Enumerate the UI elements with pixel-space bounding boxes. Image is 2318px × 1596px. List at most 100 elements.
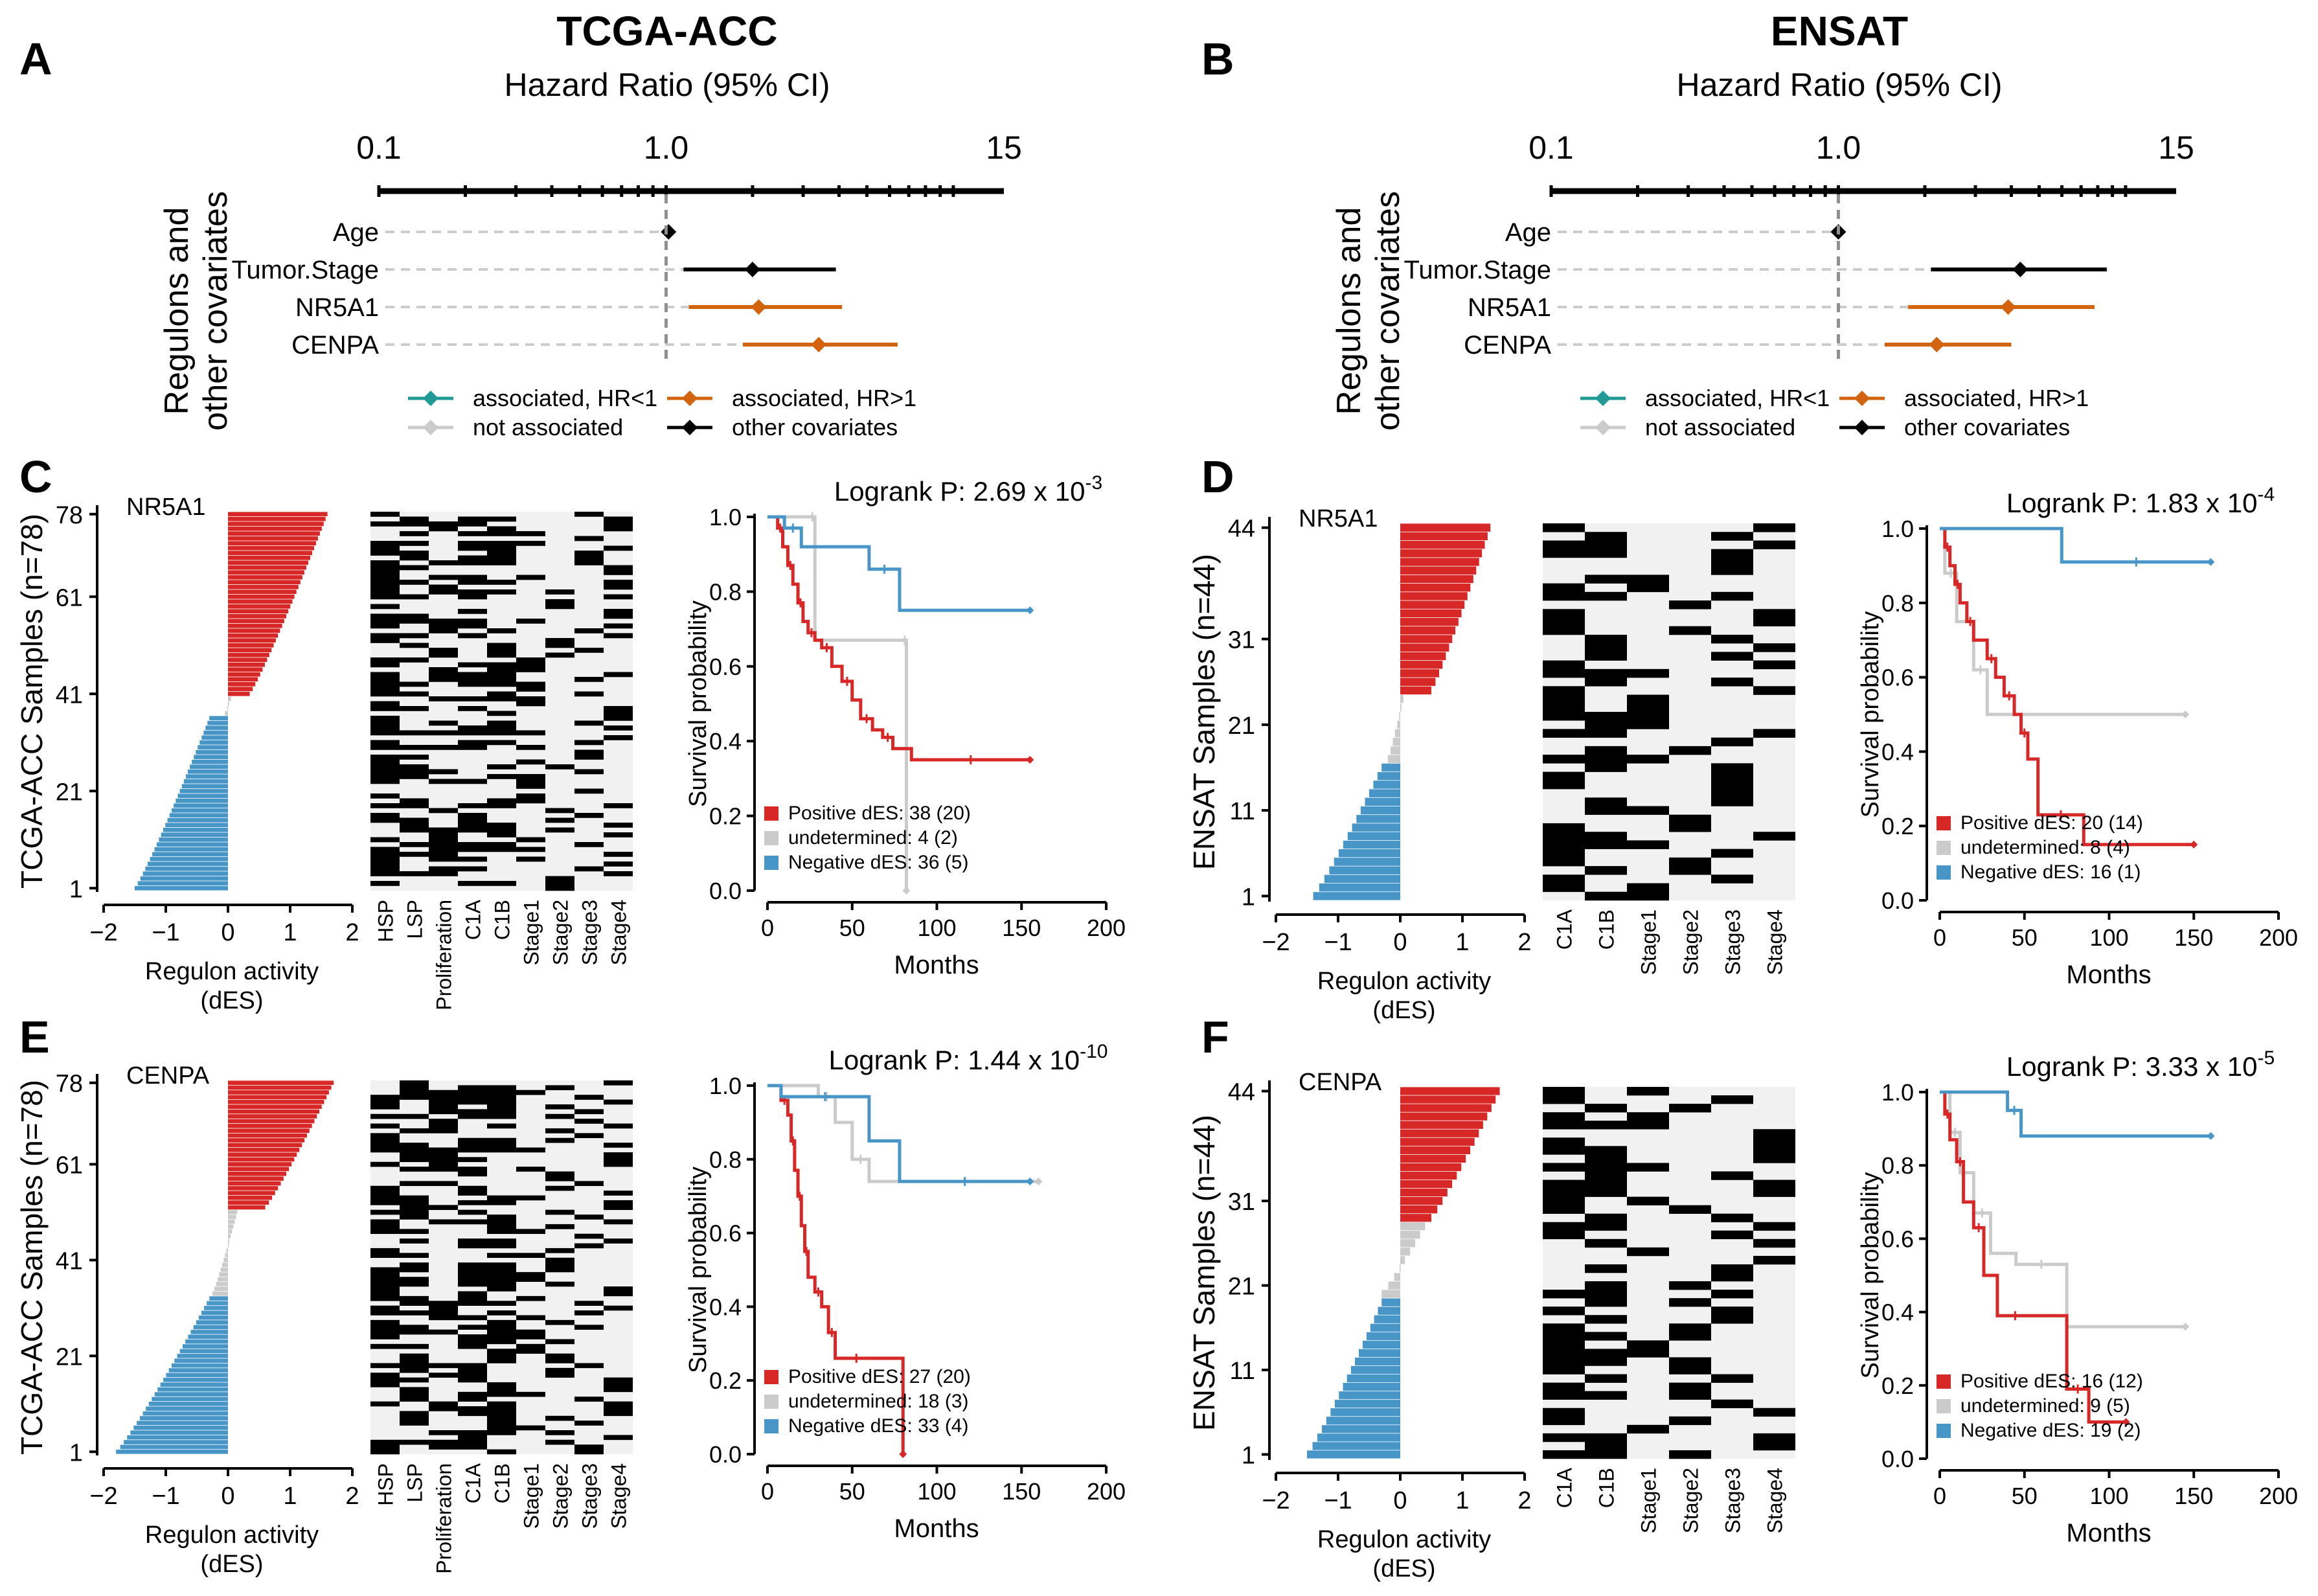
heatmap-cell [458,1435,487,1441]
bar [1400,1239,1416,1248]
heatmap-cell [516,730,545,736]
bar [1392,738,1400,746]
heatmap-cell [487,1301,516,1306]
heatmap-cell [429,832,458,838]
heatmap-cell [458,545,487,551]
heatmap-cell [370,1305,400,1311]
bar [1326,1417,1400,1425]
legend-marker [1595,391,1611,406]
heatmap-cell [370,813,400,818]
heatmap-cell [429,667,458,672]
bar [228,1138,305,1143]
heatmap-cell [1585,591,1627,601]
km-ytick-label: 0.2 [709,1367,742,1394]
panel-letter-E: E [19,1012,50,1062]
bar [1388,1281,1400,1290]
bar [142,871,228,876]
bar [1400,549,1483,558]
heatmap-cell [574,536,604,542]
heatmap-cell [1753,1137,1795,1146]
km-D: Logrank P: 1.83 x 10-4 0.0 0.2 0.4 0.6 0.8 1.0… [1857,484,2298,989]
bar [204,1306,228,1310]
heatmap-cell [370,1439,400,1445]
heatmap-cell [370,1382,400,1387]
heatmap-cell [370,584,400,590]
heatmap-cell [1585,668,1627,678]
heatmap-cell [1543,591,1585,601]
heatmap-cell [400,1353,429,1359]
heatmap-cell [1753,609,1795,618]
bar [188,769,228,774]
bar-ytick-label: 11 [1230,1358,1255,1385]
bar-xtick-label: 1 [1455,1487,1469,1514]
heatmap-cell [429,720,458,726]
legend-marker [423,420,438,435]
km-title-main: Logrank P: 1.44 x 10 [829,1045,1080,1075]
forest-row-label: CENPA [1464,331,1551,359]
heatmap-col-label: Proliferation [433,900,456,1010]
heatmap-cell [1753,1180,1795,1189]
heatmap-cell [1543,626,1585,635]
heatmap-cell [1543,549,1585,558]
regulon-name: CENPA [126,1062,210,1089]
heatmap-cell [400,521,429,527]
heatmap-cell [370,1099,400,1105]
heatmap-cell [487,589,516,595]
heatmap-cell [458,677,487,682]
heatmap-cell [1585,1188,1627,1197]
heatmap-cell [1543,1416,1585,1426]
bar [228,672,260,677]
heatmap-cell [1543,1188,1585,1197]
heatmap-cell [458,1315,487,1321]
forest-legend: associated, HR<1 associated, HR>1 not asso… [1580,385,2089,440]
heatmap-cell [545,1128,574,1134]
bar [1378,1306,1400,1315]
heatmap-cell [458,619,487,624]
forest-row-label: Tumor.Stage [1403,256,1551,284]
heatmap-cell [400,774,429,779]
bar [167,817,228,823]
heatmap-cell [487,711,516,716]
heatmap-cell [458,1301,487,1306]
heatmap-cell [1711,1399,1753,1409]
bar [157,1387,228,1392]
km-legend-key [764,831,778,845]
heatmap-cell [458,1367,487,1373]
km-end-mark [902,887,911,895]
legend-marker [682,391,698,406]
heatmap-cell [487,1401,516,1407]
heatmap-cell [1711,1290,1753,1299]
bar [1343,840,1400,849]
heatmap-cell [1711,737,1753,747]
heatmap-cell [400,1095,429,1100]
heatmap-cell [400,1167,429,1172]
heatmap-cell [400,1415,429,1421]
km-curve-blue [1940,527,2211,564]
heatmap-cell [429,1119,458,1124]
bar [1321,1425,1400,1433]
heatmap-cell [458,803,487,808]
heatmap-cell [400,1343,429,1349]
heatmap-cell [370,856,400,862]
heatmap-cell [370,755,400,760]
heatmap-col-label: C1A [462,899,485,940]
heatmap-col-label: C1A [1553,1467,1576,1508]
heatmap-cell [487,740,516,746]
heatmap-cell [458,1085,487,1091]
heatmap-cell [370,580,400,585]
heatmap-cell [545,652,574,658]
km-end-mark [2181,711,2190,718]
heatmap-cell [487,545,516,551]
heatmap-cell [458,827,487,833]
km-legend-label: Negative dES: 19 (2) [1960,1420,2141,1441]
heatmap-cell [400,657,429,663]
heatmap-cell [458,560,487,565]
heatmap-cell [487,677,516,682]
legend-marker [1854,391,1870,406]
bar [203,730,228,735]
heatmap-cell [516,793,545,799]
km-ytick-label: 0.2 [1881,1373,1914,1399]
heatmap-cell [370,706,400,711]
heatmap-cell [1543,755,1585,764]
bar [1374,1315,1400,1323]
